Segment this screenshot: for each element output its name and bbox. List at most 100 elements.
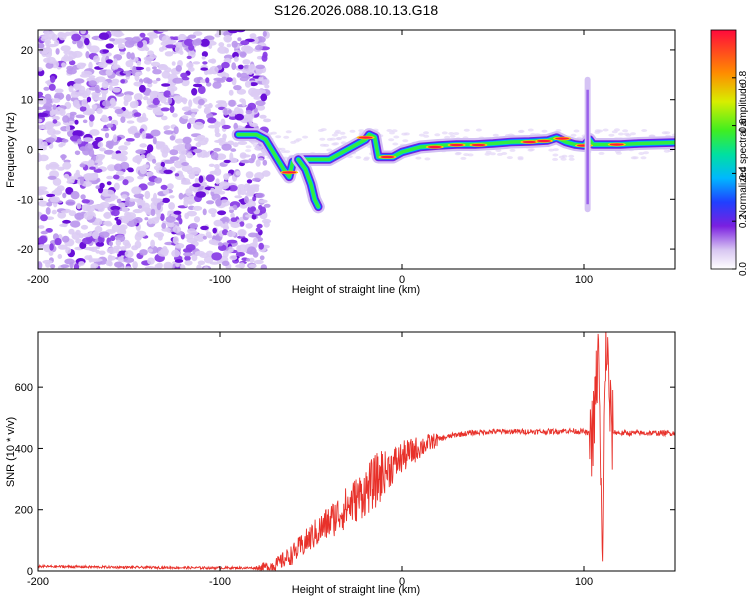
- noise-blob: [155, 143, 162, 150]
- noise-blob: [146, 144, 154, 153]
- snr-line: [38, 332, 675, 571]
- noise-blob: [174, 243, 185, 249]
- noise-blob: [108, 241, 113, 247]
- noise-blob: [191, 167, 201, 175]
- noise-blob: [214, 126, 220, 135]
- noise-blob: [92, 104, 97, 111]
- noise-blob: [43, 86, 50, 91]
- noise-blob: [202, 208, 207, 216]
- noise-blob: [264, 84, 270, 89]
- noise-blob: [197, 85, 206, 95]
- noise-blob: [38, 200, 49, 207]
- noise-blob: [178, 149, 187, 156]
- noise-blob: [134, 132, 141, 139]
- noise-blob: [156, 77, 161, 82]
- noise-blob: [147, 257, 155, 265]
- noise-blob: [252, 239, 258, 248]
- noise-blob: [38, 186, 48, 191]
- noise-blob: [74, 212, 85, 220]
- noise-blob: [227, 109, 232, 114]
- y-tick-label: 0: [27, 566, 33, 578]
- noise-blob: [187, 66, 195, 72]
- noise-blob: [81, 199, 91, 204]
- y-tick-label: 600: [15, 382, 33, 394]
- noise-blob: [133, 81, 143, 87]
- noise-blob: [145, 67, 151, 72]
- noise-blob: [203, 104, 213, 108]
- noise-blob: [223, 159, 231, 164]
- noise-blob: [222, 133, 227, 140]
- noise-blob: [147, 50, 155, 56]
- noise-blob: [45, 137, 56, 143]
- noise-blob: [238, 64, 244, 70]
- noise-blob: [147, 82, 153, 88]
- noise-blob: [95, 185, 100, 190]
- noise-blob: [75, 103, 81, 110]
- noise-blob: [59, 223, 68, 227]
- noise-blob: [99, 147, 106, 152]
- noise-blob: [93, 168, 103, 173]
- noise-blob: [126, 51, 132, 60]
- noise-blob: [112, 134, 118, 143]
- noise-blob: [237, 187, 242, 196]
- noise-blob: [197, 260, 206, 266]
- noise-blob: [239, 221, 245, 227]
- noise-blob: [263, 203, 271, 208]
- noise-blob: [234, 195, 243, 199]
- noise-blob: [124, 242, 132, 249]
- noise-blob: [262, 30, 267, 37]
- noise-blob: [103, 211, 112, 219]
- noise-blob: [46, 30, 56, 40]
- noise-blob: [152, 69, 162, 75]
- halo-blob: [331, 142, 338, 146]
- noise-blob: [62, 161, 72, 170]
- colorbar-gradient: [710, 29, 737, 270]
- noise-blob: [109, 38, 116, 42]
- noise-blob: [120, 79, 126, 84]
- noise-blob: [72, 130, 83, 137]
- noise-blob: [154, 263, 162, 269]
- noise-blob: [115, 239, 122, 246]
- halo-blob: [319, 137, 326, 141]
- noise-blob: [189, 230, 198, 236]
- noise-blob: [81, 233, 92, 238]
- noise-blob: [161, 222, 167, 229]
- noise-blob: [38, 140, 45, 148]
- halo-blob: [275, 135, 282, 139]
- noise-blob: [69, 111, 77, 116]
- halo-blob: [568, 154, 575, 158]
- noise-blob: [88, 159, 95, 166]
- noise-blob: [147, 32, 158, 37]
- noise-blob: [181, 162, 190, 166]
- noise-blob: [153, 192, 157, 202]
- noise-blob: [95, 249, 100, 254]
- halo-blob: [630, 132, 636, 136]
- noise-blob: [104, 132, 110, 139]
- noise-blob: [76, 202, 82, 210]
- noise-blob: [118, 202, 126, 208]
- noise-blob: [163, 169, 173, 174]
- noise-blob: [157, 30, 169, 33]
- noise-blob: [74, 150, 81, 156]
- halo-blob: [393, 135, 400, 139]
- halo-blob: [245, 149, 252, 153]
- noise-blob: [47, 175, 57, 180]
- noise-blob: [164, 125, 171, 130]
- halo-blob: [594, 130, 601, 134]
- noise-blob: [81, 204, 92, 212]
- noise-blob: [144, 190, 151, 200]
- noise-blob: [156, 202, 162, 211]
- noise-blob: [114, 108, 124, 114]
- noise-blob: [201, 51, 208, 58]
- noise-blob: [112, 87, 121, 93]
- noise-blob: [38, 67, 43, 72]
- y-tick-label: 20: [21, 45, 33, 57]
- noise-blob: [181, 181, 192, 185]
- noise-blob: [248, 87, 258, 96]
- noise-blob: [152, 66, 157, 70]
- noise-blob: [219, 217, 229, 222]
- noise-blob: [70, 220, 81, 228]
- noise-blob: [255, 44, 263, 51]
- noise-blob: [172, 145, 183, 151]
- noise-blob: [127, 111, 133, 115]
